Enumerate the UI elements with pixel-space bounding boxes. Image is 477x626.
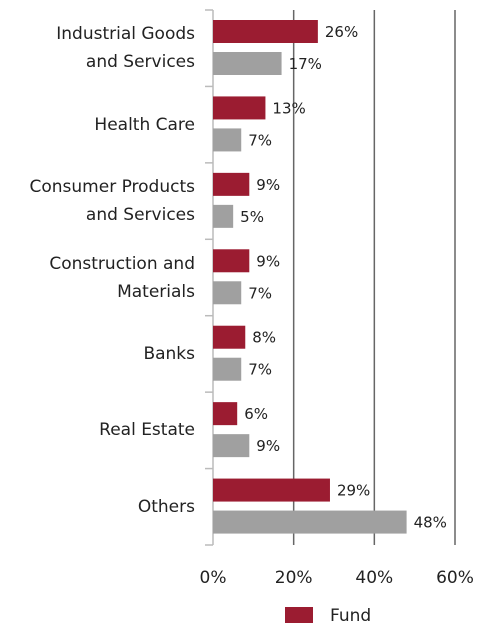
value-label: 9% (256, 252, 280, 270)
bar (213, 52, 282, 75)
bar (213, 434, 250, 458)
category-label: Real Estate (99, 420, 195, 441)
x-tick-label: 60% (436, 568, 474, 588)
bar (213, 281, 242, 305)
value-label: 8% (252, 329, 276, 347)
value-label: 17% (289, 55, 322, 73)
x-tick-label: 0% (200, 568, 227, 588)
value-label: 9% (256, 437, 280, 455)
category-label: Others (137, 496, 195, 517)
x-tick-label: 20% (275, 568, 313, 588)
category-label: Consumer Products and Services (29, 177, 196, 226)
value-label: 29% (337, 482, 370, 500)
category-label: Industrial Goods and Services (56, 24, 195, 73)
value-label: 48% (414, 514, 447, 532)
bar (213, 204, 234, 228)
value-label: 7% (248, 284, 272, 302)
value-label: 26% (325, 23, 358, 41)
bar (213, 249, 250, 273)
bar (213, 510, 407, 534)
value-label: 7% (248, 361, 272, 379)
category-label: Banks (143, 343, 195, 364)
value-label: 9% (256, 176, 280, 194)
bar (213, 128, 242, 152)
bar (213, 20, 318, 43)
value-label: 7% (248, 131, 272, 149)
legend-swatch (285, 607, 313, 623)
x-tick-label: 40% (355, 568, 393, 588)
bar (213, 96, 266, 120)
legend-label: Fund (330, 606, 371, 626)
category-label: Health Care (94, 114, 195, 135)
value-label: 13% (272, 99, 305, 117)
category-label: Construction and Materials (49, 253, 195, 302)
value-label: 5% (240, 208, 264, 226)
bar (213, 478, 330, 502)
bar (213, 325, 246, 349)
bar (213, 172, 250, 196)
value-label: 6% (244, 405, 268, 423)
bar (213, 402, 238, 426)
bar (213, 357, 242, 381)
